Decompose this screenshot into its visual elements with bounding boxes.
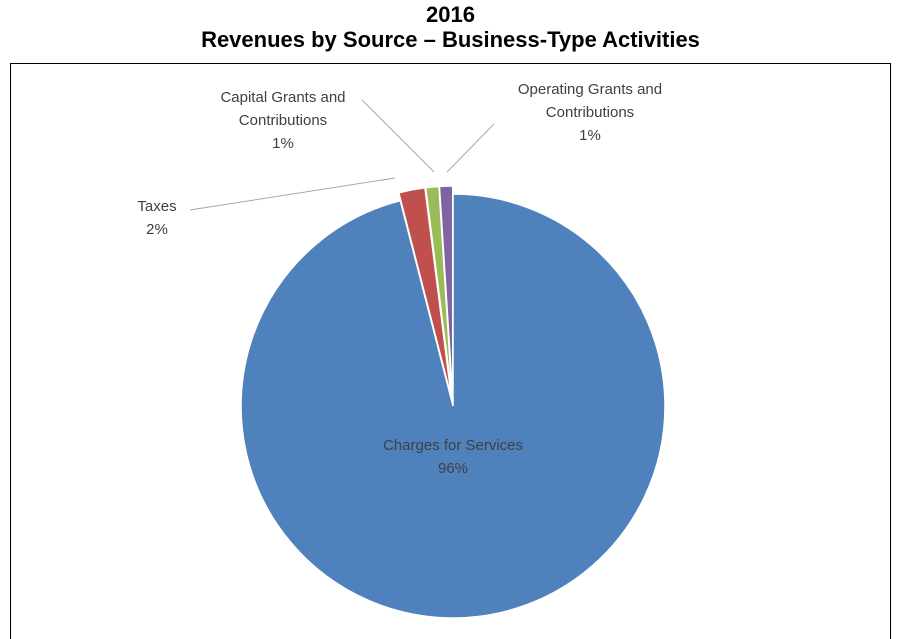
slice-label: Capital Grants and Contributions 1%	[208, 86, 358, 155]
pie-slice	[397, 186, 453, 399]
slice-label: Taxes 2%	[82, 195, 232, 241]
leader-line	[361, 99, 435, 173]
leader-line	[446, 123, 495, 173]
slice-value-label: 1%	[272, 135, 294, 152]
leader-line	[189, 177, 396, 211]
slice-value-label: 1%	[579, 127, 601, 144]
slice-category: Taxes	[137, 198, 177, 215]
chart-title: 2016	[426, 2, 475, 27]
chart-border	[10, 63, 891, 639]
pie-slice	[438, 185, 454, 399]
chart-subtitle: Revenues by Source – Business-Type Activ…	[201, 27, 700, 52]
pie-slice	[240, 193, 666, 619]
slice-label: Charges for Services 96%	[378, 434, 528, 480]
slice-label: Operating Grants and Contributions 1%	[515, 78, 665, 147]
slice-value-label: 2%	[146, 221, 168, 238]
slice-category: Charges for Services	[382, 437, 524, 454]
slice-category: Capital Grants and Contributions	[220, 89, 346, 129]
slice-category: Operating Grants and Contributions	[517, 81, 663, 121]
slice-value-label: 96%	[437, 460, 469, 477]
